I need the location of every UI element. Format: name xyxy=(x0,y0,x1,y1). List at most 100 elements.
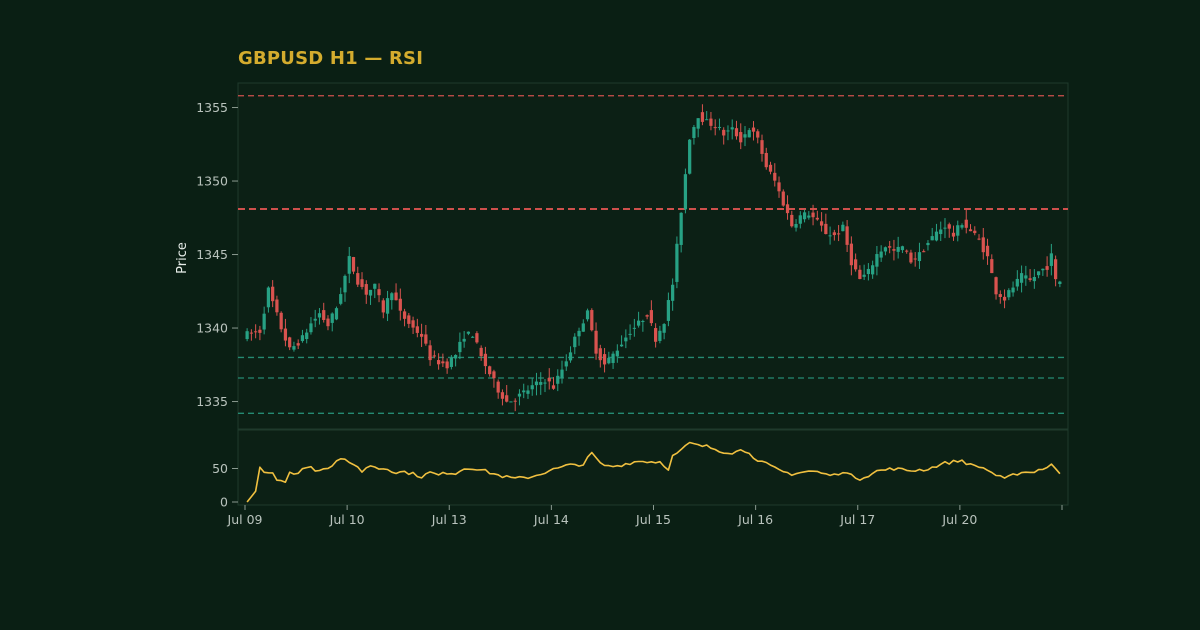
candle xyxy=(564,354,568,371)
candle-body xyxy=(343,275,347,293)
levels-layer xyxy=(238,95,1068,414)
candle-body xyxy=(1011,287,1015,293)
candle-body xyxy=(832,232,836,236)
candle-body xyxy=(513,400,517,402)
candle-body xyxy=(445,361,449,369)
candle xyxy=(675,236,679,289)
candle-body xyxy=(734,128,739,137)
candle-body xyxy=(466,331,471,334)
candle xyxy=(390,292,394,310)
candle-body xyxy=(819,221,824,226)
candle-body xyxy=(530,385,534,390)
candle xyxy=(819,212,824,232)
x-tick-label: Jul 15 xyxy=(635,512,671,527)
candle xyxy=(1058,280,1062,288)
candle xyxy=(700,104,705,126)
candle xyxy=(866,263,871,281)
candle-body xyxy=(1058,281,1062,285)
candle-body xyxy=(849,243,853,266)
candle xyxy=(849,236,853,276)
candle-body xyxy=(602,354,607,365)
candle xyxy=(977,234,981,241)
candle xyxy=(292,341,296,352)
candle-body xyxy=(683,174,688,210)
candle xyxy=(828,226,832,245)
candle xyxy=(364,280,368,304)
candle-body xyxy=(1015,278,1019,287)
candle xyxy=(1002,289,1007,309)
candle xyxy=(351,256,356,275)
candle-body xyxy=(509,401,513,403)
candle-body xyxy=(334,308,339,320)
candle xyxy=(526,385,530,399)
rsi-layer xyxy=(246,441,1061,503)
candle xyxy=(590,308,594,332)
candle xyxy=(696,118,700,138)
candle-body xyxy=(981,237,985,253)
candle xyxy=(768,161,773,175)
candle xyxy=(611,351,615,369)
candle-body xyxy=(866,268,871,275)
y-axis-label: Price xyxy=(175,242,190,274)
candle-body xyxy=(479,347,483,357)
candle xyxy=(462,331,466,348)
candle xyxy=(785,195,790,220)
candle xyxy=(505,385,509,403)
candle xyxy=(415,318,419,338)
candle-body xyxy=(968,229,973,232)
candle xyxy=(964,209,968,234)
candle-body xyxy=(522,390,526,393)
candle xyxy=(394,283,398,301)
candle-body xyxy=(262,313,266,330)
candle-body xyxy=(811,212,815,218)
candle xyxy=(428,340,432,366)
candle-body xyxy=(628,333,632,335)
candle-body xyxy=(258,329,262,333)
candle xyxy=(271,280,275,308)
candle-body xyxy=(917,252,922,262)
candle xyxy=(683,168,688,214)
candle xyxy=(994,276,998,300)
candle xyxy=(858,265,862,280)
candle-body xyxy=(288,337,292,348)
candle-body xyxy=(815,217,819,220)
candle-body xyxy=(705,119,709,121)
candle-body xyxy=(675,243,679,282)
candle xyxy=(654,323,658,348)
candle-body xyxy=(977,238,981,240)
candle xyxy=(245,328,249,342)
candle xyxy=(568,346,573,363)
y-tick-label: 1355 xyxy=(196,100,228,115)
candle-body xyxy=(696,118,700,129)
candle xyxy=(909,249,913,264)
candle xyxy=(424,324,428,346)
candle-body xyxy=(1036,271,1041,276)
candle-body xyxy=(351,257,356,272)
candle-body xyxy=(666,300,671,321)
candle xyxy=(734,120,739,140)
candle-body xyxy=(781,191,785,206)
candle-body xyxy=(398,298,402,311)
candle xyxy=(717,118,722,131)
candle xyxy=(539,372,543,395)
candle xyxy=(360,272,364,290)
candle xyxy=(751,121,756,141)
candle-body xyxy=(500,392,505,399)
candle-body xyxy=(1049,253,1053,266)
rsi-panel xyxy=(237,429,1069,506)
candle xyxy=(534,372,539,396)
candle xyxy=(500,389,505,406)
candle-body xyxy=(547,377,551,382)
y-tick-label: 1335 xyxy=(196,394,228,409)
candle-body xyxy=(777,182,781,192)
candle-body xyxy=(858,269,862,280)
candle xyxy=(509,401,513,403)
candle xyxy=(356,266,360,288)
candle-body xyxy=(679,212,683,245)
candle-body xyxy=(645,315,649,317)
candle-body xyxy=(794,224,798,228)
candle xyxy=(756,129,760,144)
candle-body xyxy=(330,313,334,323)
x-axis: Jul 09 Jul 10 Jul 13 Jul 14 Jul 15 Jul 16 Jul … xyxy=(227,505,1063,527)
